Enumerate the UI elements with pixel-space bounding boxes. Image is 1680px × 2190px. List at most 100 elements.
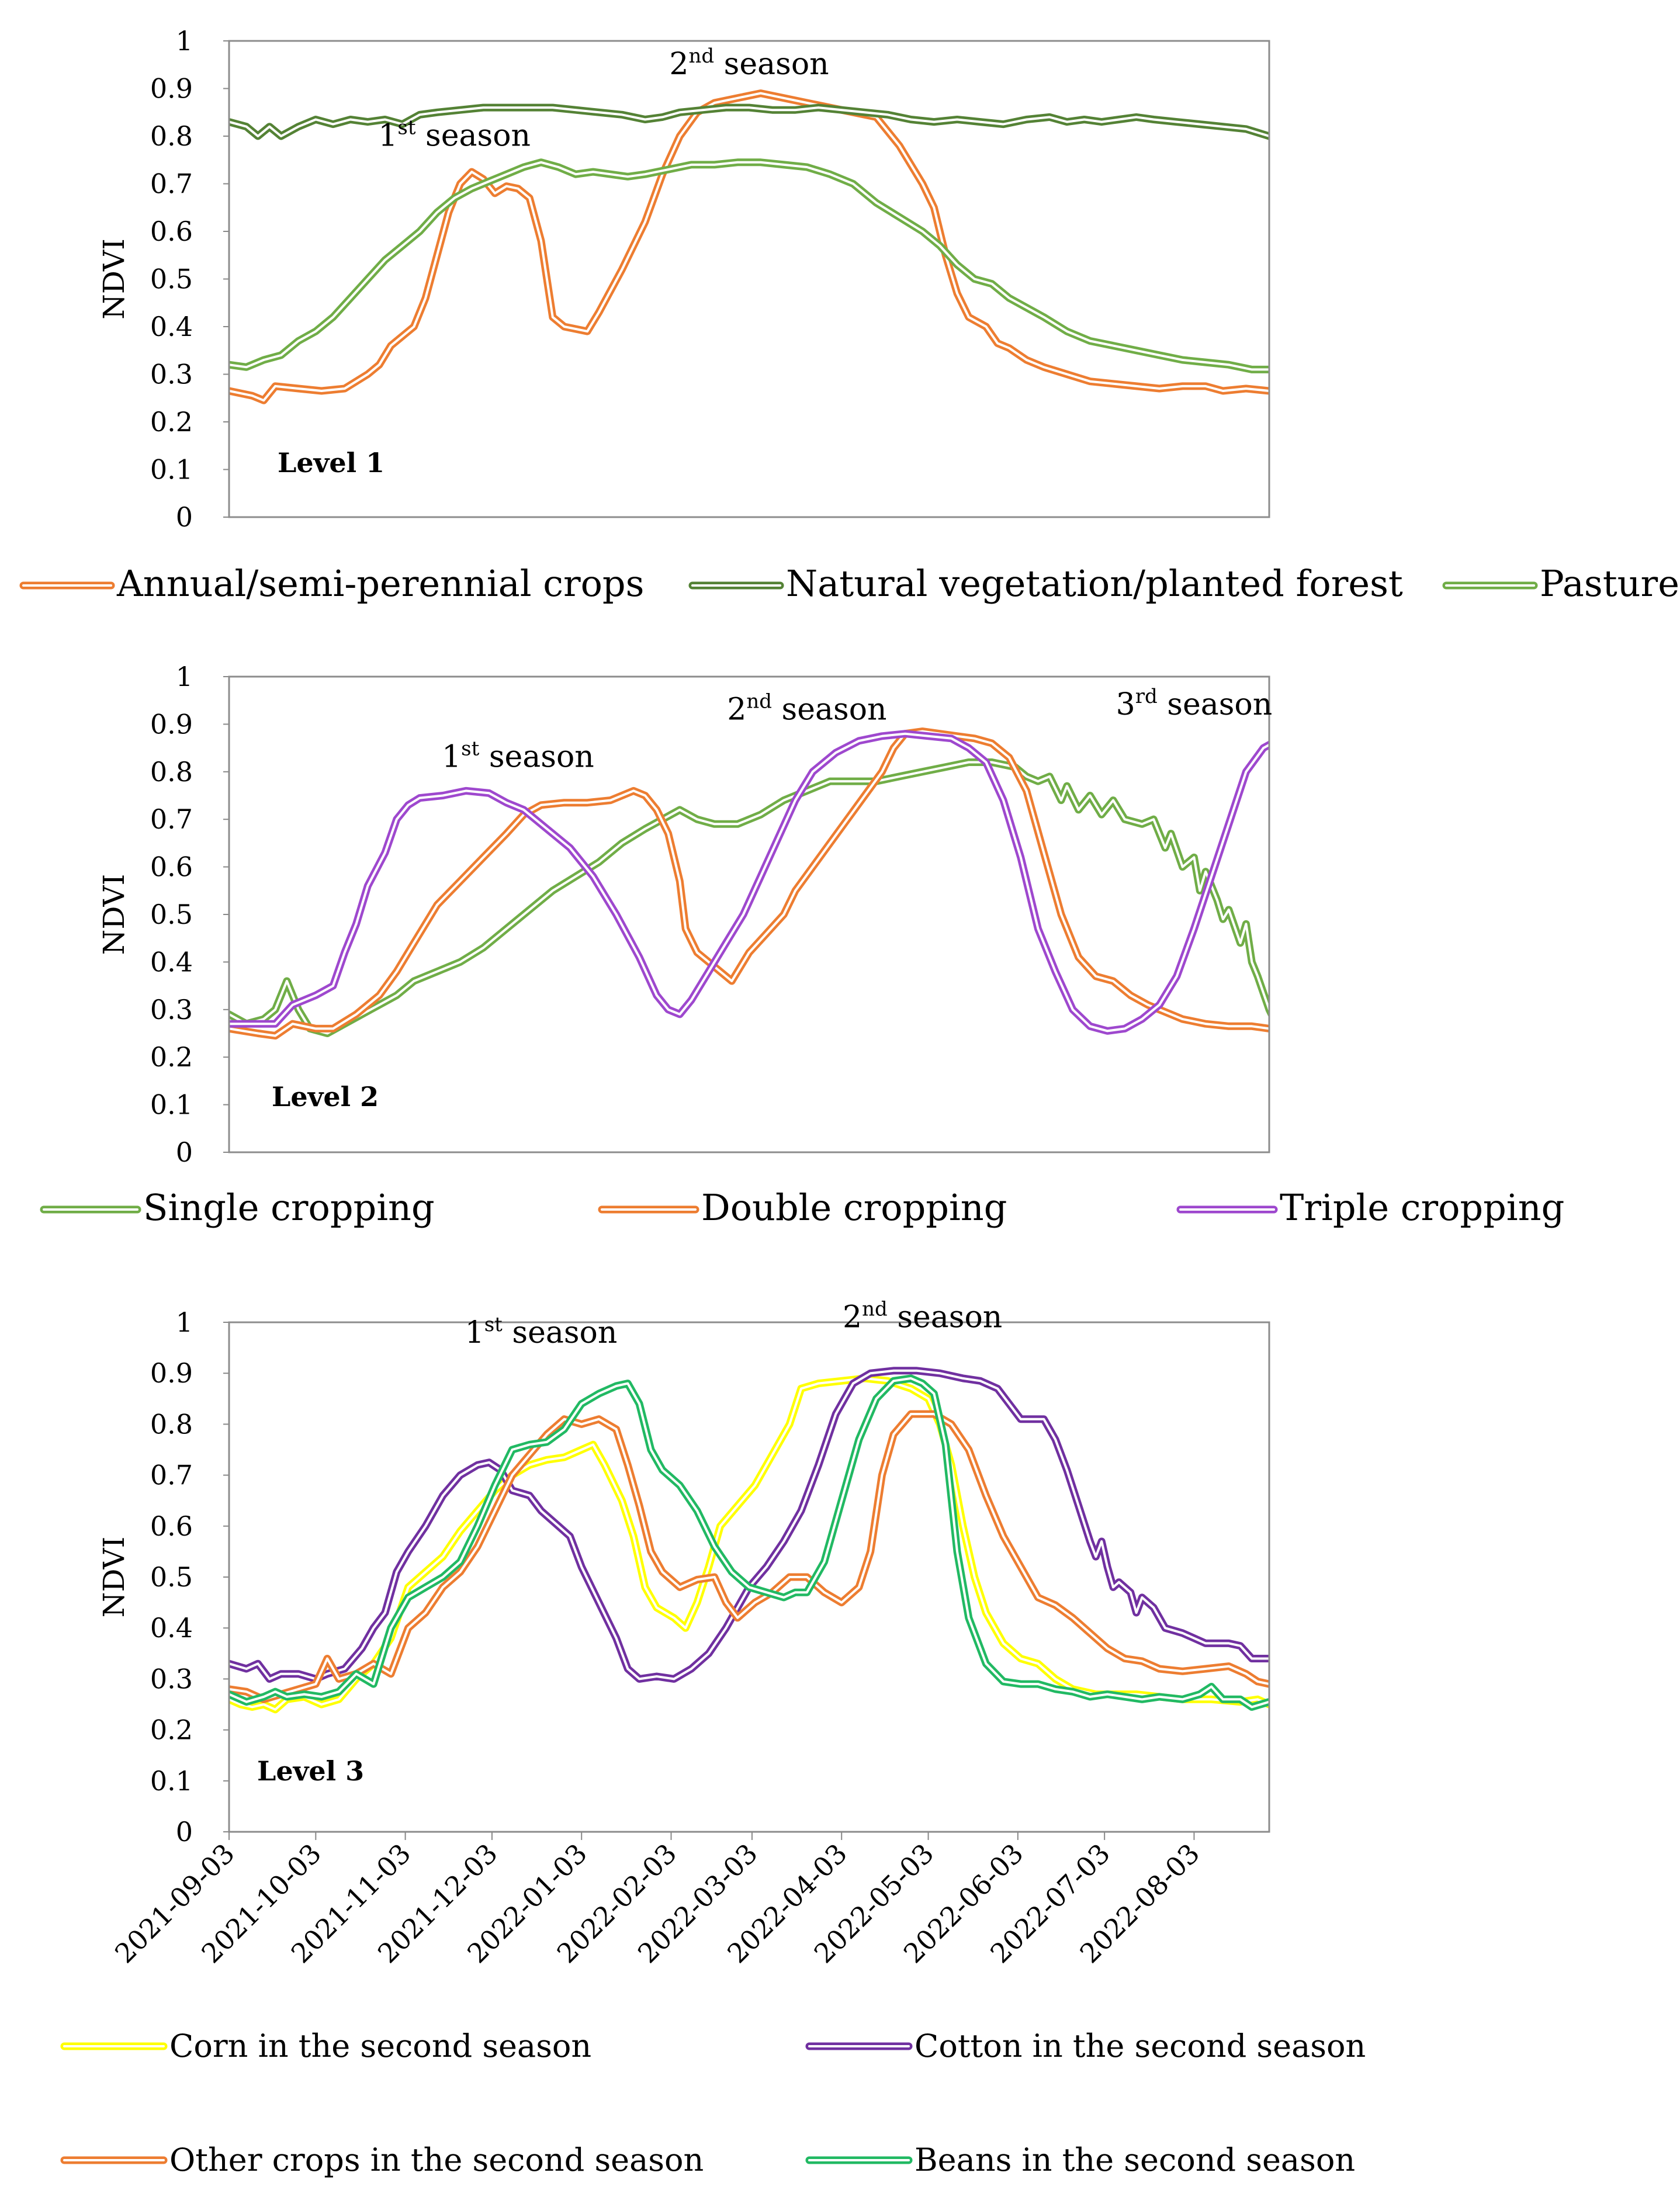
- y-tick-label: 0.3: [150, 994, 193, 1025]
- legend-label: Cotton in the second season: [915, 2028, 1366, 2064]
- legend-item-annual-semi-perennial-crops: Annual/semi-perennial crops: [19, 562, 644, 605]
- y-tick-label: 0.5: [150, 264, 193, 295]
- legend-item-natural-vegetation-planted-forest: Natural vegetation/planted forest: [688, 562, 1403, 605]
- y-tick-label: 0.1: [150, 1089, 193, 1121]
- series-single-cropping: [229, 758, 1269, 1037]
- series-triple-cropping: [229, 730, 1269, 1035]
- season-annotation: 1st season: [442, 737, 594, 775]
- y-tick-label: 0.9: [150, 73, 193, 105]
- series-other-crops-in-the-second-season: [229, 1410, 1269, 1703]
- legend-label: Annual/semi-perennial crops: [116, 562, 644, 605]
- series-line-outer: [229, 1367, 1269, 1683]
- series-line-inner: [229, 1377, 1269, 1711]
- y-tick-label: 0.9: [150, 1357, 193, 1389]
- panel-label: Level 2: [272, 1081, 379, 1113]
- y-tick-label: 1: [176, 661, 193, 692]
- panel-level-1: 0 0.1 0.2 0.3 0.4 0.5 0.6 0.7 0.8 0.9 1 NDVI Level 1…: [97, 25, 1270, 533]
- series-double-cropping: [229, 727, 1269, 1040]
- y-tick-label: 0.8: [150, 1408, 193, 1440]
- y-axis-label: NDVI: [97, 874, 131, 955]
- y-tick-label: 1: [176, 1307, 193, 1338]
- legend-label: Single cropping: [143, 1186, 435, 1229]
- series-annual-semi-perennial-crops: [229, 89, 1269, 404]
- panel-level-3: 0 0.1 0.2 0.3 0.4 0.5 0.6 0.7 0.8 0.9 1 NDVI Level 3…: [97, 1298, 1270, 1969]
- series-corn-in-the-second-season: [229, 1374, 1269, 1714]
- legend-item-corn-in-the-second-season: Corn in the second season: [60, 2028, 591, 2064]
- y-tick-label: 1: [176, 25, 193, 57]
- y-tick-label: 0.7: [150, 1460, 193, 1491]
- series-line-inner: [229, 732, 1269, 1032]
- plot-area-frame: [228, 675, 1270, 1153]
- series-pasture: [229, 158, 1269, 373]
- series-line-inner: [229, 730, 1269, 1037]
- series-line-inner: [229, 1413, 1269, 1701]
- y-axis-label: NDVI: [97, 1537, 131, 1618]
- legend-item-beans-in-the-second-season: Beans in the second season: [805, 2142, 1355, 2178]
- legend-label: Other crops in the second season: [169, 2142, 704, 2178]
- legend-label: Corn in the second season: [169, 2028, 591, 2064]
- legend-item-triple-cropping: Triple cropping: [1176, 1186, 1564, 1229]
- y-axis-label: NDVI: [97, 238, 131, 320]
- y-tick-label: 0.8: [150, 756, 193, 788]
- y-tick-label: 0.2: [150, 406, 193, 438]
- series-line-outer: [229, 158, 1269, 373]
- legend-label: Pasture: [1540, 562, 1679, 605]
- plot-area-frame: [228, 40, 1270, 518]
- y-tick-label: 0: [176, 501, 193, 533]
- series-beans-in-the-second-season: [229, 1374, 1269, 1711]
- y-tick-label: 0: [176, 1816, 193, 1848]
- y-tick-label: 0.6: [150, 851, 193, 883]
- season-annotation: 2nd season: [669, 44, 829, 82]
- legend-level-2: Single cropping Double cropping Triple cro…: [40, 1186, 1564, 1229]
- series-line-outer: [229, 1374, 1269, 1714]
- season-annotation: 2nd season: [843, 1298, 1002, 1335]
- legend-item-other-crops-in-the-second-season: Other crops in the second season: [60, 2142, 704, 2178]
- legend-item-cotton-in-the-second-season: Cotton in the second season: [805, 2028, 1366, 2064]
- y-tick-label: 0: [176, 1136, 193, 1168]
- legend-item-single-cropping: Single cropping: [40, 1186, 435, 1229]
- y-tick-label: 0.1: [150, 1765, 193, 1797]
- season-annotation: 3rd season: [1116, 685, 1273, 722]
- panel-label: Level 3: [257, 1755, 364, 1787]
- y-tick-label: 0.7: [150, 168, 193, 200]
- y-tick-label: 0.4: [150, 311, 193, 342]
- legend-item-double-cropping: Double cropping: [598, 1186, 1007, 1229]
- y-tick-label: 0.4: [150, 946, 193, 978]
- y-tick-label: 0.2: [150, 1041, 193, 1073]
- season-annotation: 1st season: [465, 1313, 618, 1350]
- series-line-inner: [229, 161, 1269, 371]
- legend-label: Double cropping: [701, 1186, 1007, 1229]
- legend-level-1: Annual/semi-perennial crops Natural veget…: [19, 562, 1679, 605]
- series-line-inner: [229, 761, 1269, 1035]
- y-tick-label: 0.5: [150, 899, 193, 930]
- y-tick-label: 0.2: [150, 1714, 193, 1746]
- legend-label: Natural vegetation/planted forest: [786, 562, 1403, 605]
- y-tick-label: 0.3: [150, 1663, 193, 1695]
- season-annotation: 2nd season: [727, 689, 886, 727]
- y-tick-label: 0.5: [150, 1561, 193, 1593]
- legend-item-pasture: Pasture: [1442, 562, 1679, 605]
- y-tick-label: 0.7: [150, 803, 193, 835]
- y-tick-label: 0.6: [150, 216, 193, 247]
- series-line-inner: [229, 106, 1269, 137]
- series-line-inner: [229, 1377, 1269, 1709]
- series-natural-vegetation-planted-forest: [229, 103, 1269, 140]
- panel-level-2: 0 0.1 0.2 0.3 0.4 0.5 0.6 0.7 0.8 0.9 1 NDVI Level 2…: [97, 661, 1273, 1168]
- y-tick-label: 0.1: [150, 454, 193, 486]
- legend-level-3: Corn in the second season Cotton in the s…: [60, 2028, 1366, 2178]
- season-annotation: 1st season: [378, 116, 531, 153]
- panel-label: Level 1: [278, 447, 385, 479]
- y-tick-label: 0.4: [150, 1612, 193, 1644]
- legend-label: Beans in the second season: [915, 2142, 1355, 2178]
- y-tick-label: 0.3: [150, 359, 193, 390]
- legend-label: Triple cropping: [1280, 1186, 1564, 1229]
- plot-area-frame: [228, 1321, 1270, 1833]
- y-tick-label: 0.8: [150, 120, 193, 152]
- series-line-outer: [229, 1374, 1269, 1711]
- series-cotton-in-the-second-season: [229, 1367, 1269, 1683]
- y-tick-label: 0.6: [150, 1510, 193, 1542]
- series-line-inner: [229, 92, 1269, 402]
- y-tick-label: 0.9: [150, 708, 193, 740]
- series-line-inner: [229, 1369, 1269, 1680]
